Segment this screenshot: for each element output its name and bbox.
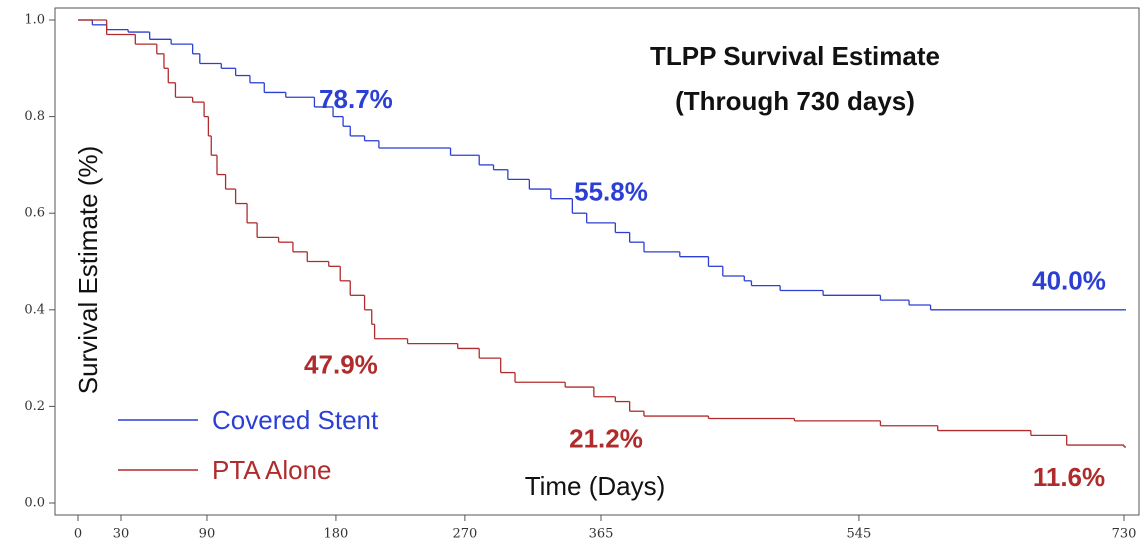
annotation-label: 47.9% [304, 350, 378, 380]
x-tick-label: 30 [113, 527, 130, 542]
x-axis-label: Time (Days) [525, 471, 666, 501]
y-tick-label: 0.8 [24, 109, 45, 124]
x-tick-label: 180 [324, 527, 349, 542]
annotation-label: 40.0% [1032, 266, 1106, 296]
annotation-label: 78.7% [319, 84, 393, 114]
annotation-label: 55.8% [574, 176, 648, 206]
annotation-label: 21.2% [569, 423, 643, 453]
y-tick-label: 0.6 [24, 206, 45, 221]
chart-subtitle: (Through 730 days) [675, 86, 915, 116]
x-tick-label: 90 [199, 527, 216, 542]
x-tick-label: 365 [589, 527, 614, 542]
x-tick-label: 545 [847, 527, 872, 542]
y-tick-label: 0.4 [24, 302, 45, 317]
annotation-label: 11.6% [1033, 462, 1105, 492]
x-tick-label: 270 [452, 527, 477, 542]
y-tick-label: 1.0 [24, 13, 45, 28]
y-tick-label: 0.2 [24, 399, 45, 414]
legend-label: Covered Stent [212, 405, 379, 435]
x-tick-label: 730 [1112, 527, 1137, 542]
y-axis-label: Survival Estimate (%) [73, 146, 103, 395]
y-tick-label: 0.0 [24, 496, 45, 511]
legend-label: PTA Alone [212, 455, 332, 485]
plot-frame [54, 7, 1140, 516]
chart-title: TLPP Survival Estimate [650, 41, 940, 71]
x-tick-label: 0 [74, 527, 82, 542]
